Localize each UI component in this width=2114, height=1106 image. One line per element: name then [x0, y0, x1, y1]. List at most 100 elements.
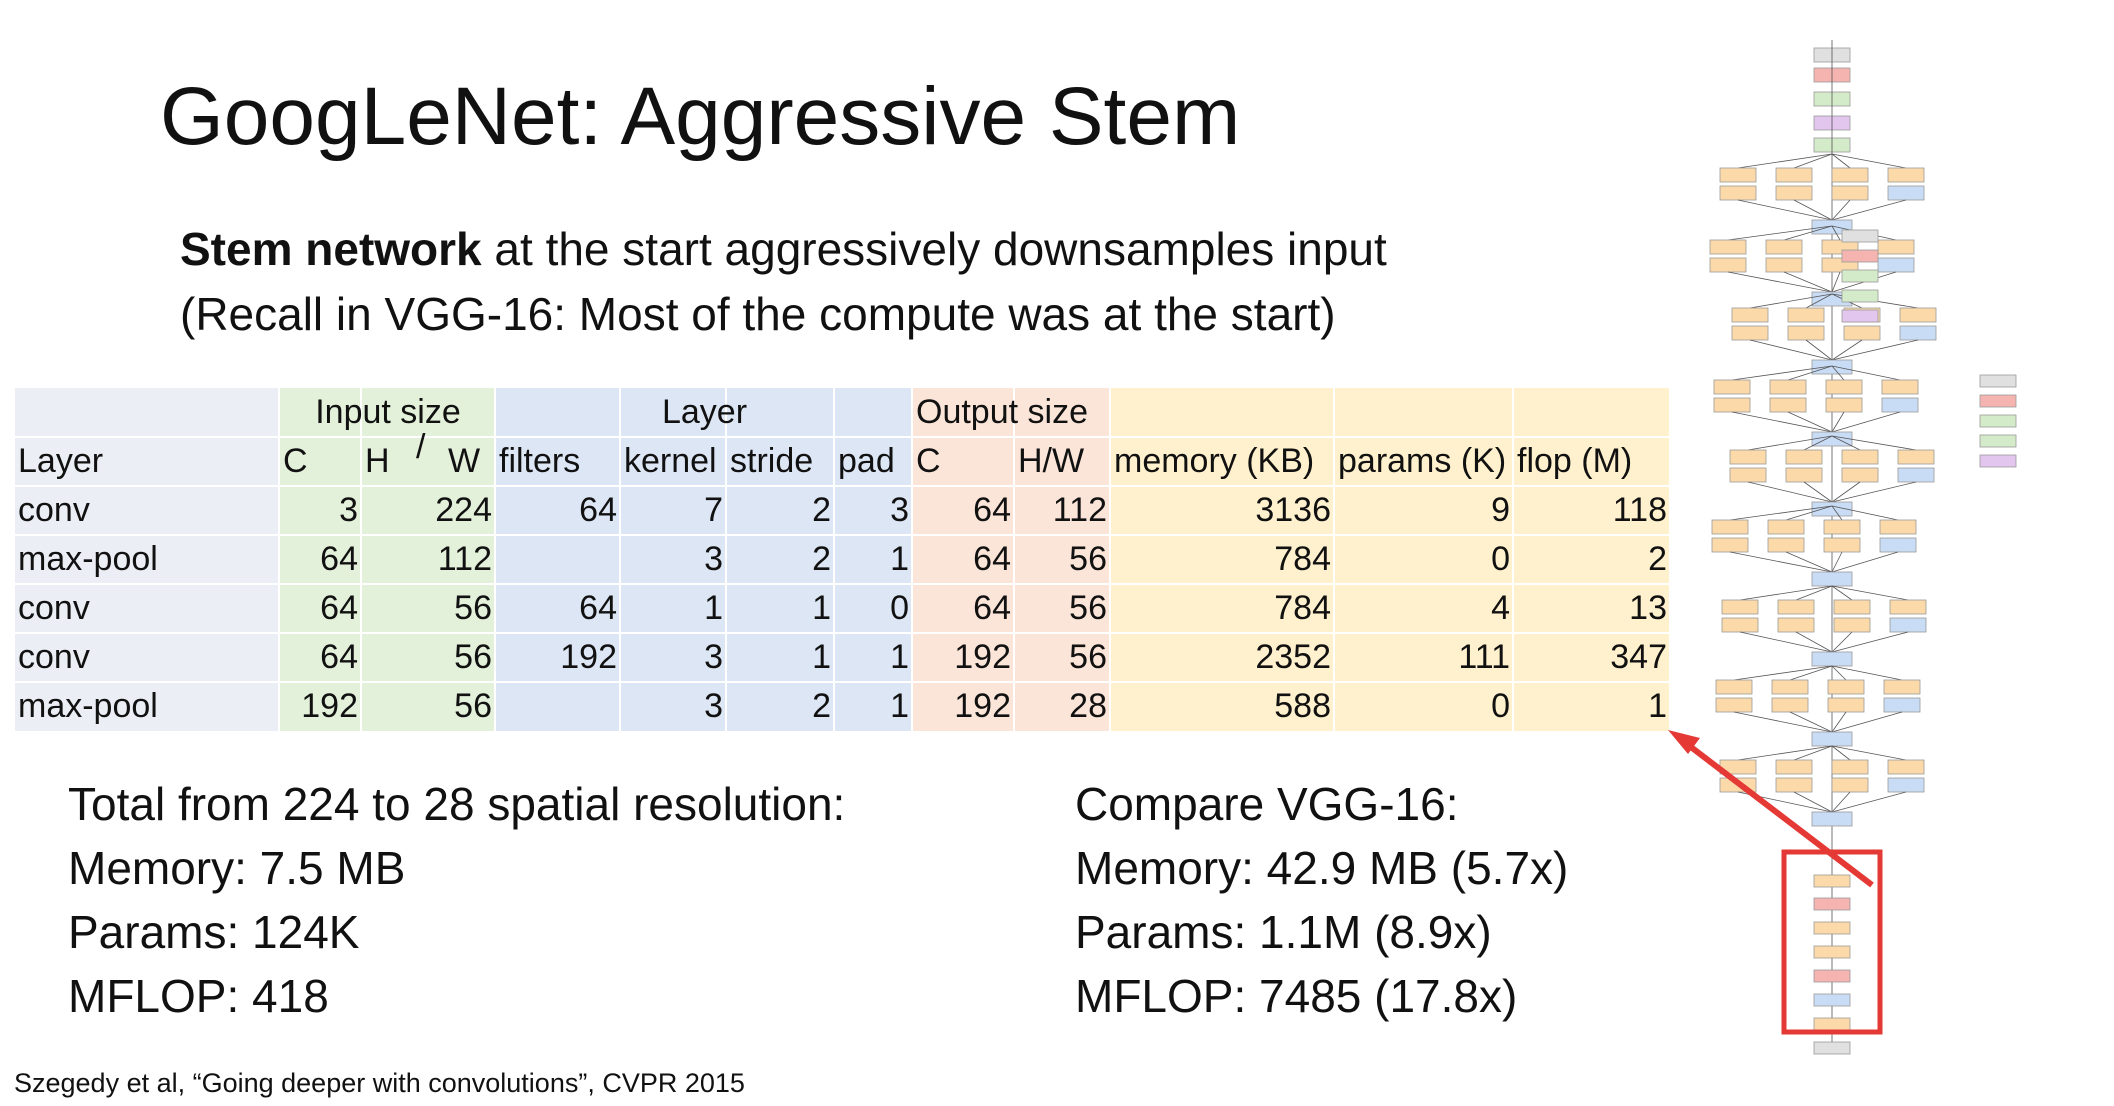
diagram-edge — [1831, 631, 1909, 653]
inception-branch-node — [1887, 759, 1925, 775]
table-cell-stride: 2 — [812, 491, 831, 529]
inception-branch-node — [1767, 519, 1805, 535]
diagram-edge — [1731, 411, 1833, 433]
col-header-input-w: W — [448, 442, 481, 480]
table-cell-layer: max-pool — [18, 540, 158, 578]
diagram-edge — [1747, 435, 1833, 451]
table-cell-out_hw: 56 — [1069, 540, 1107, 578]
column-background-kernel — [621, 388, 725, 731]
inception-branch-node — [1831, 759, 1869, 775]
diagram-edge — [1831, 411, 1901, 433]
inception-branch-node — [1777, 599, 1815, 615]
table-cell-out_c: 192 — [954, 638, 1011, 676]
table-cell-params: 0 — [1491, 540, 1510, 578]
diagram-edge — [1831, 791, 1851, 813]
diagram-edge — [1831, 711, 1903, 733]
table-cell-layer: conv — [18, 491, 90, 529]
diagram-edge — [1787, 365, 1833, 381]
inception-branch-node — [1831, 167, 1869, 183]
totals-params: Params: 124K — [68, 906, 360, 958]
compare-heading: Compare VGG-16: — [1075, 778, 1459, 830]
table-cell-params: 9 — [1491, 491, 1510, 529]
pointer-arrow-head — [1668, 730, 1700, 754]
diagram-edge — [1737, 199, 1833, 221]
inception-branch-node — [1729, 449, 1767, 465]
diagram-edge — [1831, 435, 1917, 451]
diagram-edge — [1737, 153, 1833, 169]
diagram-edge — [1789, 711, 1833, 733]
diagram-edge — [1727, 271, 1833, 293]
table-cell-in_c: 192 — [301, 687, 358, 725]
table-cell-memory: 588 — [1274, 687, 1331, 725]
diagram-edge — [1831, 551, 1899, 573]
column-background-out_c — [913, 388, 1013, 731]
table-cell-params: 0 — [1491, 687, 1510, 725]
citation: Szegedy et al, “Going deeper with convol… — [14, 1068, 745, 1098]
table-cell-flop: 347 — [1610, 638, 1667, 676]
inception-branch-node — [1883, 679, 1921, 695]
table-cell-out_hw: 112 — [1052, 491, 1107, 529]
table-cell-kernel: 3 — [704, 687, 723, 725]
diagram-edge — [1795, 585, 1833, 601]
col-header-stride: stride — [730, 442, 814, 480]
row-separator — [15, 534, 1671, 536]
inception-branch-node — [1879, 519, 1917, 535]
diagram-edge — [1795, 631, 1833, 653]
diagram-edge — [1831, 199, 1851, 221]
diagram-edge — [1793, 745, 1833, 761]
diagram-edge — [1793, 791, 1833, 813]
inception-branch-node — [1775, 167, 1813, 183]
inception-branch-node — [1827, 679, 1865, 695]
diagram-edge — [1831, 551, 1843, 573]
subtitle-rest: at the start aggressively downsamples in… — [481, 223, 1387, 275]
table-cell-filters: 192 — [560, 638, 617, 676]
diagram-edge — [1789, 665, 1833, 681]
diagram-edge — [1731, 365, 1833, 381]
diagram-edge — [1831, 365, 1901, 381]
table-cell-memory: 3136 — [1255, 491, 1331, 529]
diagram-edge — [1831, 505, 1899, 521]
col-header-filters: filters — [499, 442, 581, 480]
table-cell-pad: 1 — [890, 540, 909, 578]
table-cell-filters: 64 — [579, 491, 617, 529]
diagram-edge — [1831, 411, 1845, 433]
row-separator — [15, 681, 1671, 683]
table-cell-stride: 2 — [812, 540, 831, 578]
table-cell-in_c: 64 — [320, 638, 358, 676]
column-background-pad — [835, 388, 911, 731]
table-cell-in_c: 64 — [320, 589, 358, 627]
inception-branch-node — [1841, 449, 1879, 465]
diagram-edge — [1739, 585, 1833, 601]
inception-branch-node — [1771, 679, 1809, 695]
table-cell-memory: 2352 — [1255, 638, 1331, 676]
table-cell-out_c: 64 — [973, 589, 1011, 627]
aux-head-node — [1841, 309, 1879, 323]
table-cell-in_hw: 56 — [454, 687, 492, 725]
table-cell-in_hw: 56 — [454, 589, 492, 627]
diagram-edge — [1831, 481, 1861, 503]
stem-node — [1813, 1041, 1851, 1055]
diagram-edge — [1785, 551, 1833, 573]
table-cell-flop: 2 — [1648, 540, 1667, 578]
diagram-edge — [1831, 745, 1851, 761]
inception-branch-node — [1787, 307, 1825, 323]
row-separator — [15, 583, 1671, 585]
inception-branch-node — [1881, 379, 1919, 395]
stem-node — [1813, 897, 1851, 911]
compare-block: Compare VGG-16: Memory: 42.9 MB (5.7x) P… — [1075, 772, 1568, 1028]
table-cell-out_hw: 28 — [1069, 687, 1107, 725]
inception-branch-node — [1785, 449, 1823, 465]
diagram-edge — [1831, 225, 1841, 241]
inception-branch-node — [1715, 679, 1753, 695]
col-header-flop: flop (M) — [1517, 442, 1633, 480]
row-separator — [15, 436, 1671, 438]
diagram-edge — [1729, 551, 1833, 573]
inception-branch-node — [1833, 599, 1871, 615]
column-background-params — [1335, 388, 1512, 731]
diagram-edge — [1793, 199, 1833, 221]
diagram-edge — [1783, 225, 1833, 241]
col-header-kernel: kernel — [624, 442, 717, 480]
column-background-layer — [15, 388, 278, 731]
diagram-edge — [1803, 481, 1833, 503]
